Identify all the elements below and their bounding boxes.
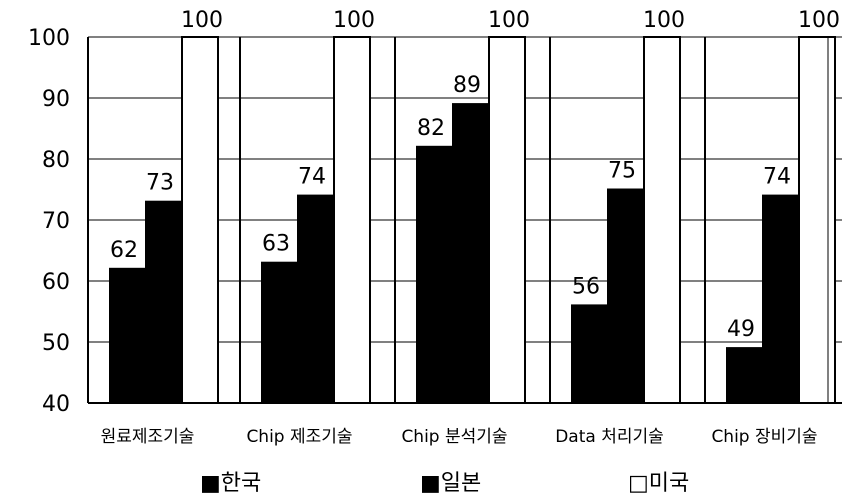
y-tick-label: 70 [42,209,70,234]
y-tick-label: 60 [42,270,70,295]
x-tick-label: Chip 제조기술 [246,427,352,447]
bar-korea [261,261,299,405]
data-label: 89 [453,73,481,98]
bar-usa [643,36,681,404]
bar-korea [571,304,609,404]
data-label: 49 [727,317,755,342]
bar-usa [333,36,371,404]
x-tick-label: Chip 분석기술 [401,427,507,447]
bar-usa [488,36,526,404]
x-tick-label: Data 처리기술 [555,427,664,447]
data-label: 100 [181,8,223,33]
legend-item: ■한국 [200,471,261,495]
bar-usa [181,36,219,404]
data-label: 74 [298,165,326,190]
y-tick-label: 90 [42,87,70,112]
data-label: 100 [333,8,375,33]
y-tick-label: 40 [42,392,70,417]
y-tick-label: 80 [42,148,70,173]
bar-usa [798,36,836,404]
bars [109,36,836,405]
data-label: 100 [798,8,840,33]
data-label: 82 [417,116,445,141]
plot-frame [87,36,842,404]
legend-item: □미국 [628,471,689,495]
data-label: 100 [488,8,530,33]
bar-japan [145,200,183,404]
x-tick-label: Chip 장비기술 [711,427,817,447]
data-label: 75 [608,159,636,184]
data-label: 62 [110,238,138,263]
bar-korea [726,347,764,405]
bar-japan [607,188,645,404]
bar-korea [109,267,147,404]
data-label: 73 [146,171,174,196]
legend: ■한국 ■일본 □미국 [200,471,689,495]
y-tick-label: 50 [42,331,70,356]
bar-korea [416,145,454,405]
bar-japan [297,194,335,404]
bar-japan [762,194,800,404]
y-tick-label: 100 [28,26,70,51]
bar-japan [452,103,490,404]
x-tick-label: 원료제조기술 [101,427,195,447]
data-label: 74 [763,165,791,190]
data-label: 100 [643,8,685,33]
labels: 40 50 60 70 80 90 100 62 73 100 원료제조기술 63 74 100 Chip … [28,8,840,447]
legend-item: ■일본 [420,471,481,495]
data-label: 56 [572,274,600,299]
data-label: 63 [262,232,290,257]
